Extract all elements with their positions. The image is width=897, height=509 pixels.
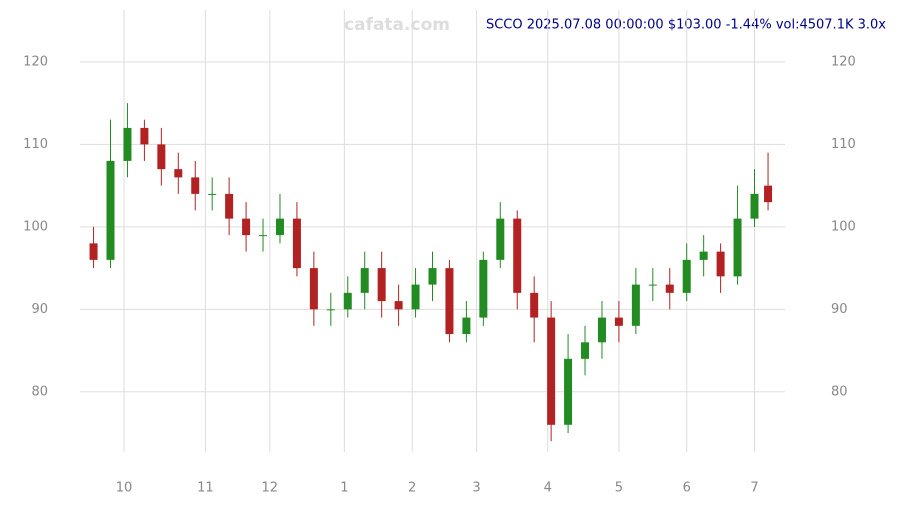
- x-tick-label: 5: [615, 481, 623, 496]
- candle-body: [530, 292, 539, 318]
- candle-body: [292, 218, 301, 269]
- candle-body: [411, 284, 420, 310]
- y-tick-label: 110: [23, 137, 48, 152]
- candle-body: [764, 185, 773, 203]
- candle-body: [716, 251, 725, 277]
- candle-body: [581, 342, 590, 359]
- candle-body: [157, 144, 166, 170]
- candle-body: [174, 169, 183, 178]
- candle-body: [496, 218, 505, 260]
- candle-body: [479, 259, 488, 318]
- x-tick-label: 4: [544, 481, 552, 496]
- candle-body: [614, 317, 623, 326]
- candle-body: [259, 235, 268, 237]
- candle-body: [699, 251, 708, 260]
- y-tick-label-right: 90: [831, 302, 848, 317]
- y-tick-label: 100: [23, 219, 48, 234]
- y-tick-label-right: 110: [831, 137, 856, 152]
- x-tick-label: 12: [262, 481, 279, 496]
- candle-body: [648, 284, 657, 286]
- candle-body: [564, 358, 573, 425]
- y-tick-label: 90: [31, 302, 48, 317]
- candle-body: [733, 218, 742, 277]
- watermark: cafata.com: [344, 15, 450, 35]
- candle-body: [597, 317, 606, 343]
- x-tick-label: 7: [750, 481, 758, 496]
- y-tick-label-right: 80: [831, 384, 848, 399]
- x-tick-label: 11: [197, 481, 214, 496]
- candle-body: [682, 259, 691, 293]
- candle-body: [326, 309, 335, 311]
- candle-body: [750, 193, 759, 219]
- candle-body: [394, 301, 403, 310]
- candle-body: [225, 193, 234, 219]
- x-tick-label: 1: [340, 481, 348, 496]
- y-tick-label: 120: [23, 54, 48, 69]
- candle-body: [631, 284, 640, 326]
- candle-body: [513, 218, 522, 293]
- candle-body: [462, 317, 471, 335]
- x-tick-label: 2: [408, 481, 416, 496]
- chart-title: SCCO 2025.07.08 00:00:00 $103.00 -1.44% …: [486, 18, 886, 33]
- y-tick-label-right: 120: [831, 54, 856, 69]
- x-tick-label: 10: [116, 481, 133, 496]
- candle-body: [360, 268, 369, 293]
- candle-body: [191, 177, 200, 194]
- candle-body: [275, 218, 284, 236]
- candle-body: [106, 160, 115, 260]
- candle-body: [208, 193, 217, 195]
- y-tick-label-right: 100: [831, 219, 856, 234]
- candle-body: [242, 218, 251, 236]
- candle-body: [377, 268, 386, 302]
- x-tick-label: 6: [683, 481, 691, 496]
- candle-body: [123, 127, 132, 161]
- candle-body: [89, 243, 98, 260]
- candle-body: [140, 127, 149, 145]
- candle-body: [309, 268, 318, 310]
- y-tick-label: 80: [31, 384, 48, 399]
- candle-body: [547, 317, 556, 425]
- candle-body: [343, 292, 352, 310]
- x-tick-label: 3: [472, 481, 480, 496]
- candle-body: [665, 284, 674, 293]
- candle-body: [445, 268, 454, 335]
- candle-body: [428, 268, 437, 285]
